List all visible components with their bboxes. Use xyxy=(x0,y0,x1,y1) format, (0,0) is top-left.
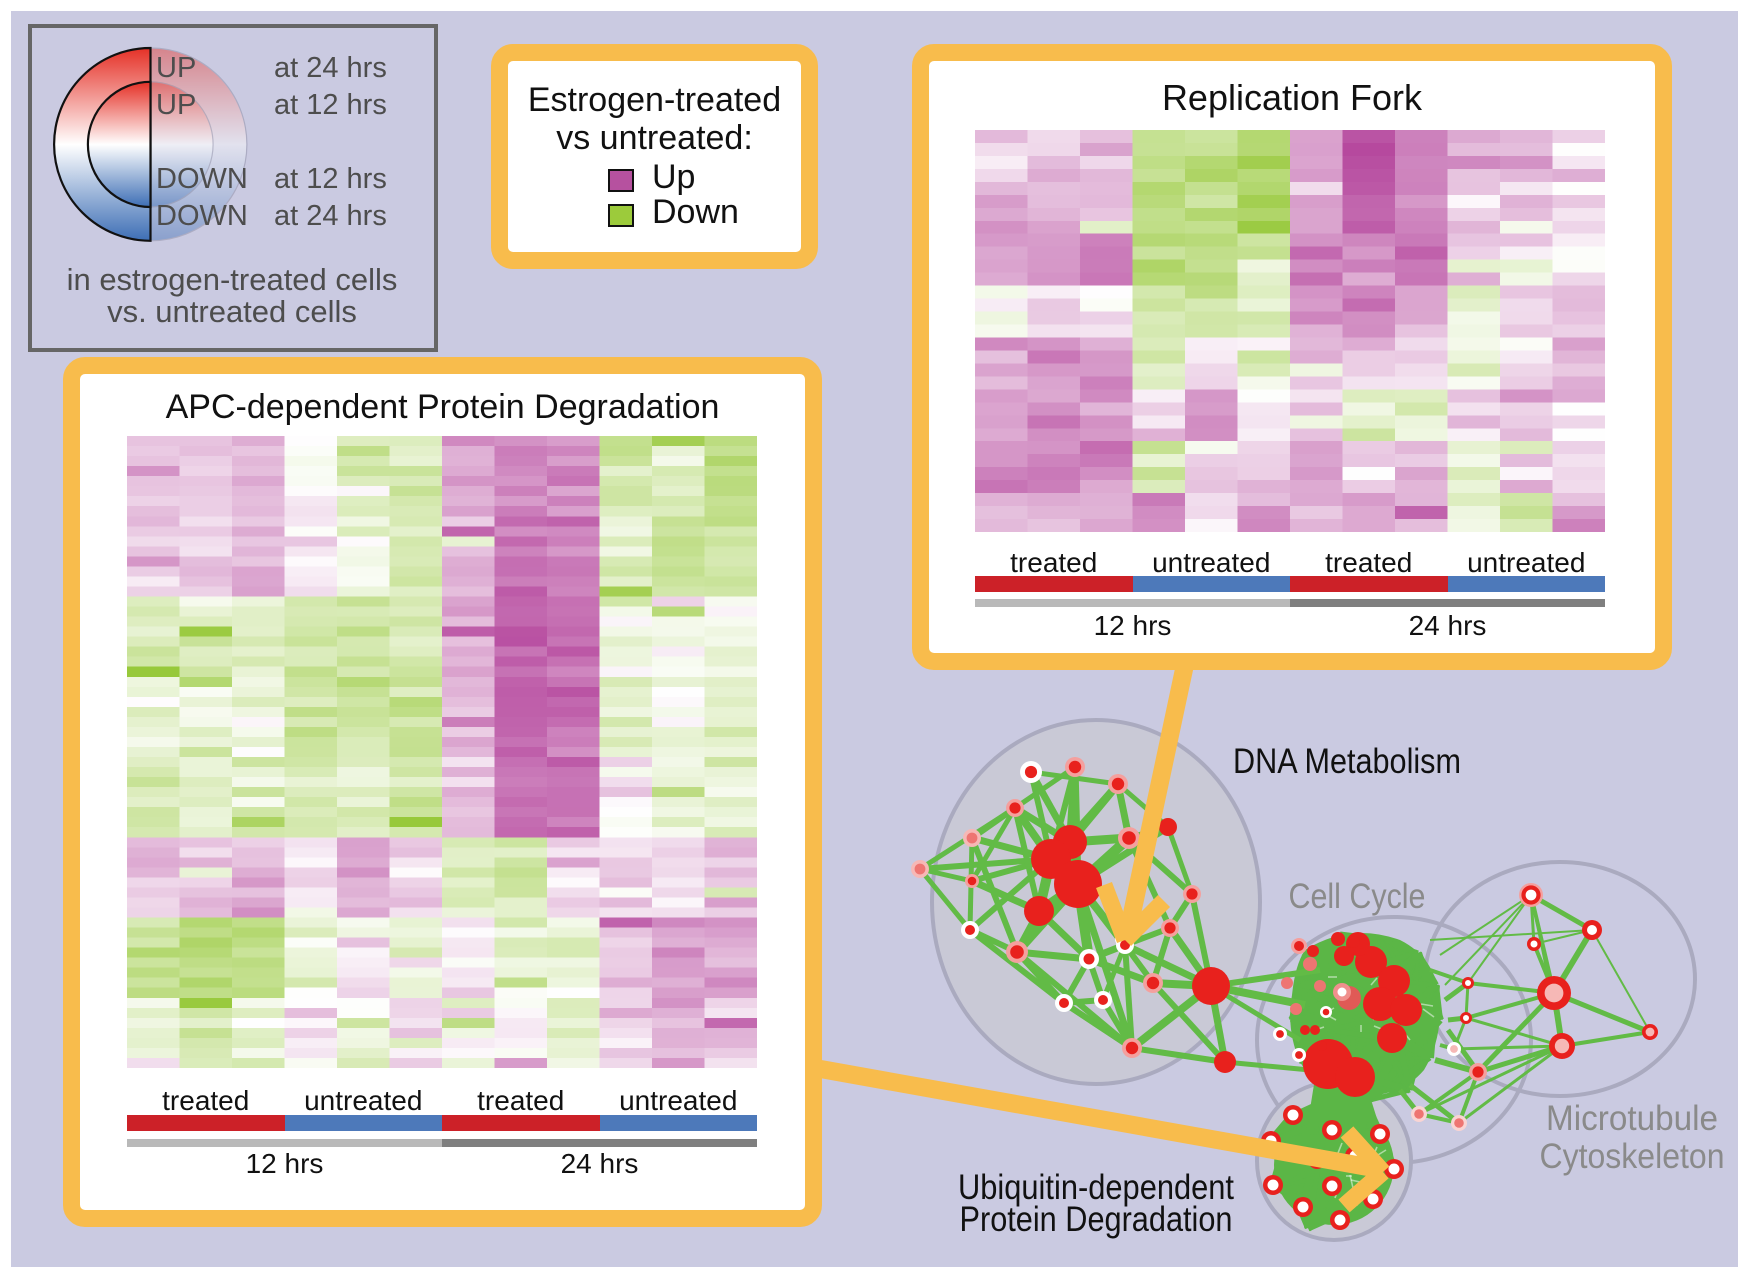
svg-text:vs. untreated cells: vs. untreated cells xyxy=(107,294,357,329)
svg-text:DOWN: DOWN xyxy=(156,200,248,232)
svg-text:at 12 hrs: at 12 hrs xyxy=(274,163,387,195)
svg-text:UP: UP xyxy=(156,52,196,84)
svg-text:DNA Metabolism: DNA Metabolism xyxy=(1233,742,1461,781)
svg-text:DOWN: DOWN xyxy=(156,163,248,195)
svg-text:Protein Degradation: Protein Degradation xyxy=(960,1200,1233,1239)
svg-text:at 24 hrs: at 24 hrs xyxy=(274,52,387,84)
svg-text:in estrogen-treated cells: in estrogen-treated cells xyxy=(67,262,398,297)
svg-text:Cytoskeleton: Cytoskeleton xyxy=(1540,1137,1725,1176)
svg-text:UP: UP xyxy=(156,89,196,121)
svg-text:at 12 hrs: at 12 hrs xyxy=(274,89,387,121)
svg-text:at 24 hrs: at 24 hrs xyxy=(274,200,387,232)
svg-text:Cell Cycle: Cell Cycle xyxy=(1289,877,1426,916)
svg-text:Ubiquitin-dependent: Ubiquitin-dependent xyxy=(958,1168,1234,1207)
svg-text:Microtubule: Microtubule xyxy=(1546,1099,1718,1138)
